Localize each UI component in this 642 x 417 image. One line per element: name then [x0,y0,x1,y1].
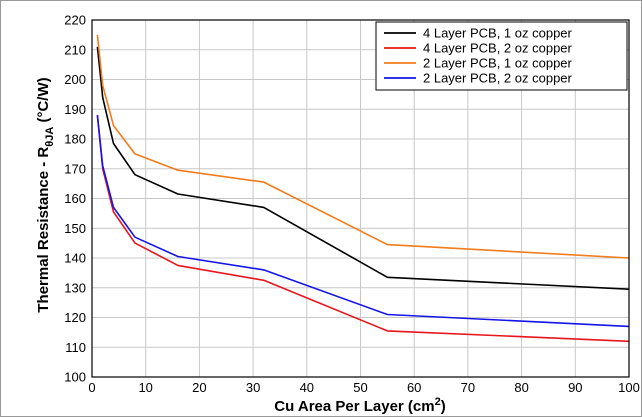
x-tick-label: 30 [246,380,260,395]
x-tick-label: 10 [138,380,152,395]
y-tick-label: 200 [64,72,86,87]
y-tick-label: 210 [64,42,86,57]
x-axis-title: Cu Area Per Layer (cm2) [274,396,445,415]
x-axis-title-main: Cu Area Per Layer (cm [274,398,434,415]
x-tick-label: 100 [618,380,640,395]
y-axis-title-subscript: θJA [44,127,56,147]
y-tick-label: 220 [64,13,86,28]
y-tick-label: 140 [64,251,86,266]
y-tick-label: 160 [64,191,86,206]
x-tick-label: 60 [407,380,421,395]
series-line-2 [96,115,630,343]
y-tick-label: 180 [64,132,86,147]
x-axis-title-end: ) [441,398,446,415]
x-tick-label: 20 [192,380,206,395]
series-layer [96,34,630,343]
legend-box [375,21,628,91]
x-tick-label: 50 [353,380,367,395]
y-tick-label: 100 [64,370,86,385]
y-tick-label: 170 [64,161,86,176]
y-tick-label: 190 [64,102,86,117]
series-line-3 [96,34,630,259]
legend-entry: 2 Layer PCB, 2 oz copper [423,71,573,86]
legend-entry: 4 Layer PCB, 2 oz copper [423,41,573,56]
series-line-4 [96,115,630,328]
y-axis-title: Thermal Resistance - RθJA (°C/W) [35,77,56,312]
x-tick-labels: 0 10 20 30 40 50 60 70 80 90 100 [88,380,639,395]
x-tick-label: 90 [568,380,582,395]
y-tick-labels: 100 110 120 130 140 150 160 170 180 190 200 210 220 [64,13,86,385]
legend-entry: 4 Layer PCB, 1 oz copper [423,26,573,41]
y-axis-title-unit: (°C/W) [35,77,52,126]
x-tick-label: 70 [461,380,475,395]
legend-entry: 2 Layer PCB, 1 oz copper [423,56,573,71]
y-axis-title-main: Thermal Resistance - R [35,147,52,313]
y-tick-label: 110 [65,340,86,355]
x-tick-label: 80 [514,380,528,395]
x-axis-title-superscript: 2 [435,396,441,408]
y-tick-label: 130 [64,280,86,295]
x-tick-label: 40 [300,380,314,395]
y-tick-label: 150 [64,221,86,236]
series-line-1 [96,46,630,290]
plot-frame [91,19,630,378]
x-tick-label: 0 [88,380,95,395]
y-tick-label: 120 [64,310,86,325]
